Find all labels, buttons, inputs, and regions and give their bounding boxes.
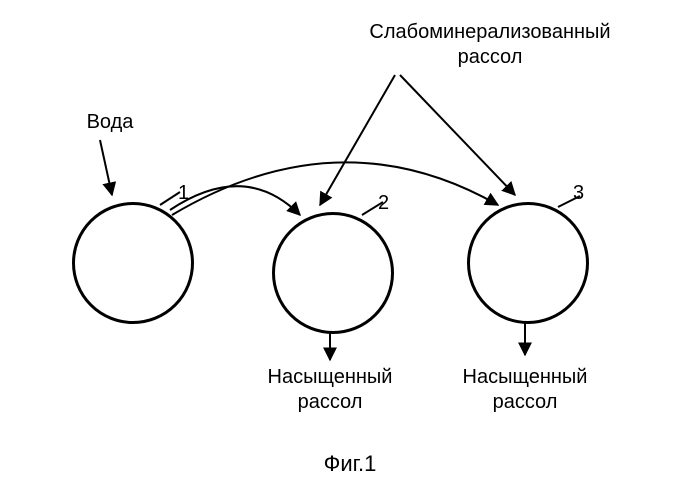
figure-caption: Фиг.1 [300, 450, 400, 478]
node-2-number: 2 [378, 192, 389, 215]
node-1-number: 1 [178, 182, 189, 205]
label-out-3: Насыщенный рассол [450, 365, 600, 415]
label-water: Вода [70, 110, 150, 135]
node-3 [467, 202, 589, 324]
node-2 [272, 212, 394, 334]
label-top: Слабоминерализованный рассол [360, 20, 620, 70]
node-1 [72, 202, 194, 324]
label-out-2: Насыщенный рассол [255, 365, 405, 415]
node-3-number: 3 [573, 182, 584, 205]
diagram-stage: Слабоминерализованный рассол Вода 1 2 3 … [0, 0, 686, 500]
